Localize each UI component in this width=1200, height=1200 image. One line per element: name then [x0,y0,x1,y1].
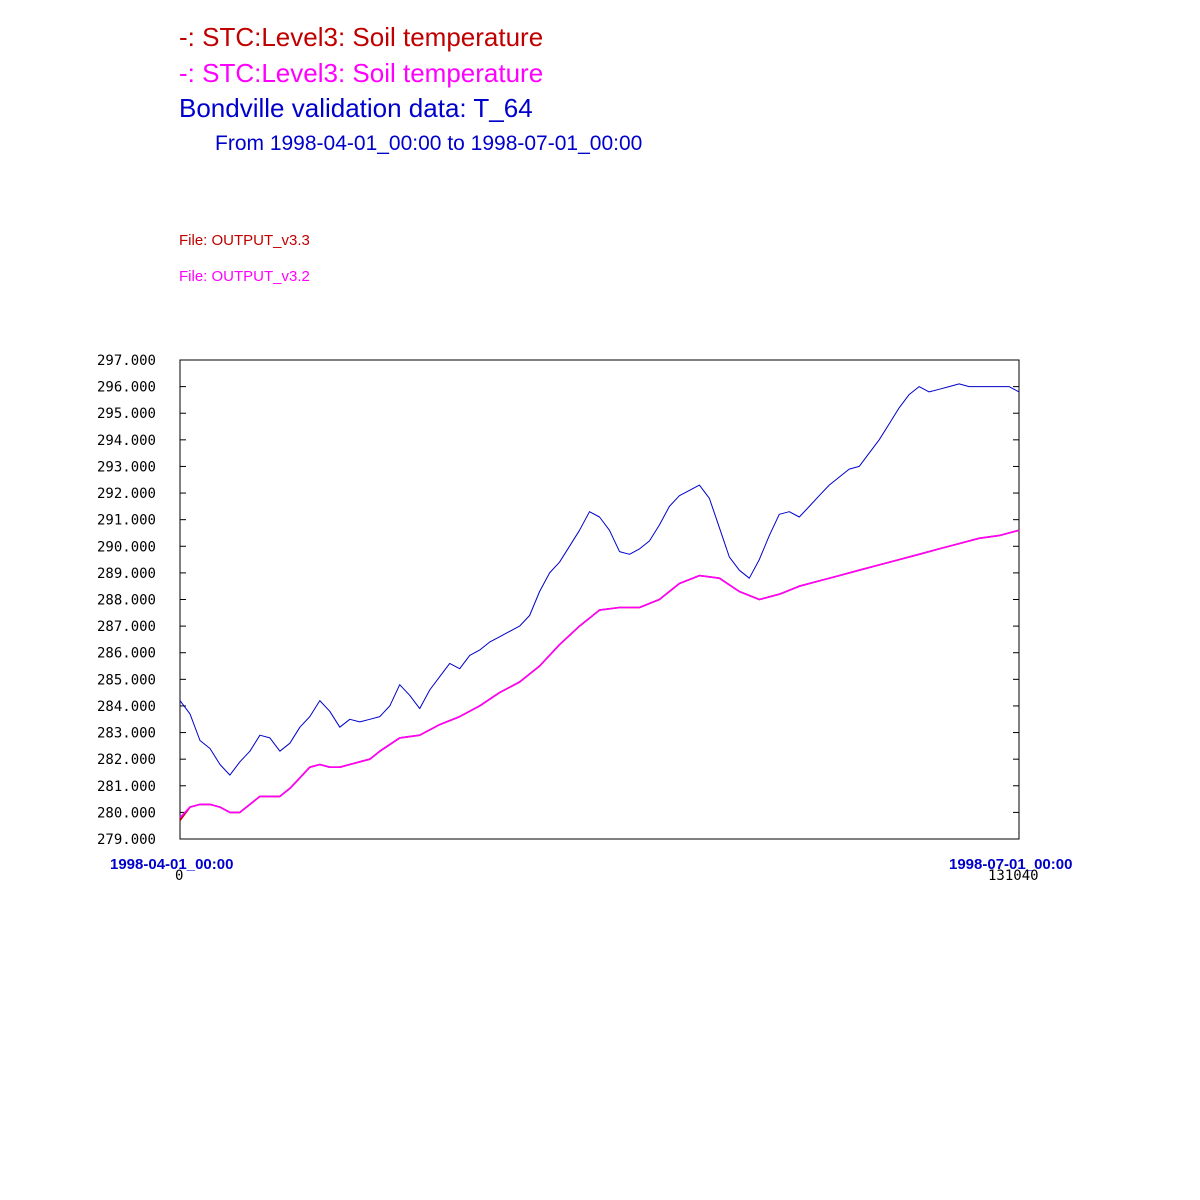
x-date-end: 1998-07-01_00:00 [949,856,1072,873]
y-tick-label: 282.000 [97,752,156,768]
series-line-1 [179,529,1020,821]
y-tick-label: 280.000 [97,805,156,821]
y-tick-label: 286.000 [97,646,156,662]
y-tick-label: 283.000 [97,726,156,742]
y-tick-label: 293.000 [97,459,156,475]
x-tick-end: 131040 [988,868,1039,884]
y-tick-label: 296.000 [97,380,156,396]
y-tick-label: 289.000 [97,566,156,582]
legend-series2: -: STC:Level3: Soil temperature [179,58,544,88]
y-tick-label: 294.000 [97,433,156,449]
x-tick-start: 0 [175,868,183,884]
y-tick-label: 288.000 [97,593,156,609]
legend-observed: Bondville validation data: T_64 [179,93,533,123]
y-tick-label: 281.000 [97,779,156,795]
y-tick-label: 284.000 [97,699,156,715]
y-tick-label: 297.000 [97,353,156,369]
plot-frame [179,359,1020,840]
y-tick-label: 285.000 [97,672,156,688]
legend-file2: File: OUTPUT_v3.2 [179,268,310,285]
legend-series1: -: STC:Level3: Soil temperature [179,22,544,52]
legend-file1: File: OUTPUT_v3.3 [179,232,310,249]
x-date-start: 1998-04-01_00:00 [110,856,233,873]
series-line-2 [179,529,1020,819]
y-tick-label: 291.000 [97,513,156,529]
legend-period: From 1998-04-01_00:00 to 1998-07-01_00:0… [215,132,643,155]
y-tick-label: 290.000 [97,539,156,555]
y-tick-label: 287.000 [97,619,156,635]
series-line-3 [179,383,1020,776]
y-tick-label: 295.000 [97,406,156,422]
y-tick-label: 292.000 [97,486,156,502]
y-tick-label: 279.000 [97,832,156,848]
